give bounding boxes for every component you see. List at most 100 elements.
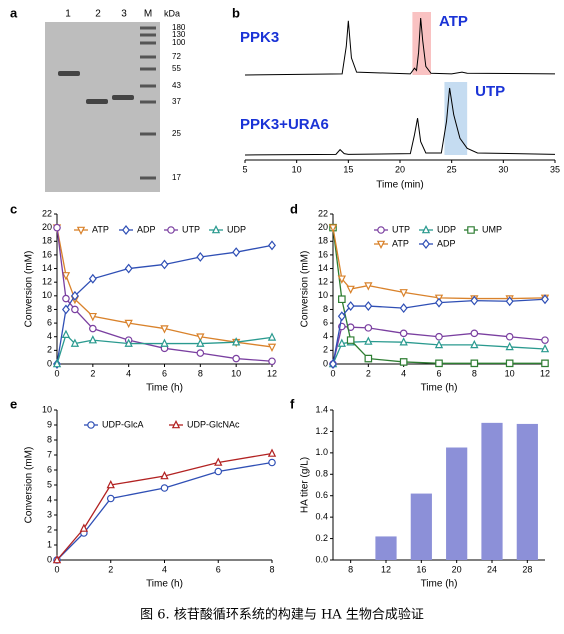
legend-label: ATP — [392, 238, 409, 248]
protein-band — [58, 71, 80, 76]
y-tick-label: 4 — [47, 494, 52, 504]
y-tick-label: 8 — [47, 434, 52, 444]
x-tick-label: 8 — [269, 564, 274, 574]
data-point — [470, 359, 479, 368]
x-tick-label: 6 — [162, 368, 167, 378]
data-point — [124, 338, 133, 347]
series-line — [56, 452, 273, 561]
data-point — [124, 263, 133, 274]
data-point — [267, 448, 277, 457]
y-tick-label: 3 — [47, 509, 52, 519]
data-point — [70, 290, 79, 301]
x-tick-label: 12 — [381, 564, 391, 574]
trace — [244, 17, 556, 76]
y-tick-label: 6 — [323, 317, 328, 327]
data-point — [329, 359, 337, 369]
trace — [244, 87, 556, 156]
data-point — [160, 470, 169, 480]
x-tick-label: 0 — [330, 368, 335, 378]
ladder-band — [140, 26, 156, 30]
data-point — [268, 240, 276, 251]
x-tick-label: 5 — [242, 164, 247, 174]
marker-label: 17 — [172, 173, 181, 182]
x-tick-label: 20 — [452, 564, 462, 574]
legend-label: ADP — [437, 238, 456, 248]
data-point — [337, 338, 347, 347]
data-point — [88, 273, 97, 284]
data-point — [88, 312, 98, 322]
data-point — [61, 304, 70, 315]
data-point — [160, 338, 169, 347]
y-tick-label: 16 — [42, 249, 52, 259]
data-point — [541, 359, 549, 368]
data-point — [399, 329, 408, 338]
data-point — [196, 349, 205, 357]
panel-label: d — [290, 201, 298, 216]
data-point — [268, 458, 276, 467]
ladder-band — [140, 33, 156, 37]
y-tick-label: 1.2 — [315, 426, 328, 436]
marker-label: 37 — [172, 97, 181, 106]
y-tick-label: 10 — [318, 290, 328, 300]
data-point — [364, 301, 373, 312]
y-tick-label: 0 — [323, 358, 328, 368]
highlight-box — [412, 12, 431, 75]
x-tick-label: 30 — [498, 164, 508, 174]
legend-marker — [422, 239, 430, 249]
bar — [446, 447, 468, 560]
ladder-band — [140, 41, 156, 45]
data-point — [435, 332, 443, 341]
legend-marker — [377, 226, 385, 234]
data-point — [124, 319, 133, 329]
data-point — [160, 259, 169, 270]
y-tick-label: 4 — [47, 331, 52, 341]
legend-marker — [421, 224, 431, 234]
data-point — [267, 332, 277, 341]
y-tick-label: 6 — [47, 464, 52, 474]
x-tick-label: 10 — [231, 368, 241, 378]
x-tick-label: 0 — [54, 368, 59, 378]
data-point — [214, 457, 223, 466]
x-axis-title: Time (h) — [421, 579, 458, 590]
y-axis-title: Conversion (mM) — [24, 447, 35, 524]
panel-label: b — [232, 5, 240, 20]
x-tick-label: 28 — [522, 564, 532, 574]
legend-marker — [76, 226, 86, 236]
x-axis-title: Time (min) — [376, 180, 423, 191]
trace-name: PPK3 — [240, 29, 279, 46]
data-point — [267, 343, 277, 352]
highlight-box — [444, 82, 468, 155]
data-point — [196, 333, 205, 342]
legend-label: UDP — [437, 224, 456, 234]
y-tick-label: 0.0 — [315, 554, 328, 564]
y-tick-label: 0.6 — [315, 490, 328, 500]
data-point — [541, 294, 549, 305]
data-point — [364, 336, 373, 345]
protein-band — [112, 95, 134, 100]
y-tick-label: 1.4 — [315, 404, 328, 414]
data-point — [52, 554, 62, 564]
y-tick-label: 4 — [323, 331, 328, 341]
data-point — [346, 336, 355, 344]
data-point — [79, 523, 89, 532]
protein-band — [86, 99, 108, 104]
data-point — [364, 354, 373, 363]
data-point — [268, 357, 276, 366]
data-point — [399, 337, 408, 346]
data-point — [338, 295, 346, 304]
marker-label: 180 — [172, 23, 186, 32]
y-tick-label: 14 — [42, 263, 52, 273]
y-tick-label: 5 — [47, 479, 52, 489]
x-tick-label: 10 — [505, 368, 515, 378]
data-point — [337, 311, 346, 322]
marker-label: 43 — [172, 81, 181, 90]
y-tick-label: 1 — [47, 539, 52, 549]
unit-label: kDa — [164, 8, 180, 18]
x-tick-label: 12 — [267, 368, 277, 378]
x-axis-title: Time (h) — [421, 383, 458, 394]
y-tick-label: 0.2 — [315, 533, 328, 543]
data-point — [62, 294, 70, 303]
data-point — [53, 223, 61, 232]
y-tick-label: 18 — [318, 236, 328, 246]
